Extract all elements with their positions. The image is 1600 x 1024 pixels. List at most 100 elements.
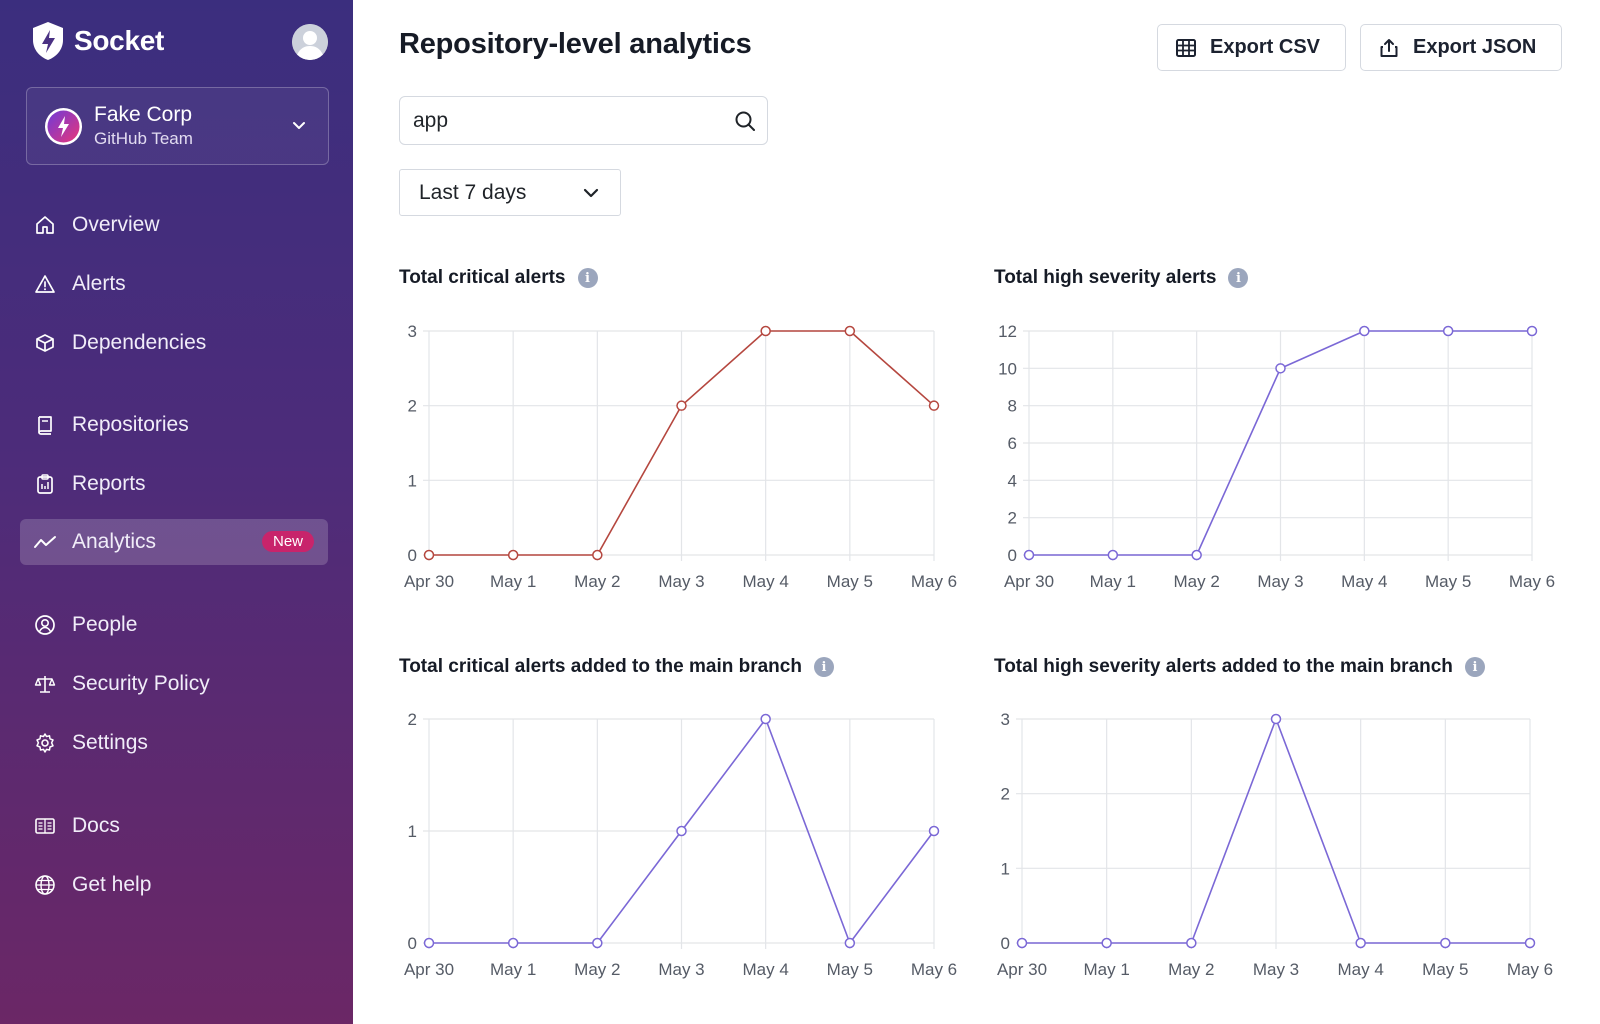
person-icon bbox=[32, 612, 58, 638]
sidebar-item-people[interactable]: People bbox=[20, 602, 328, 648]
total-high-severity-alerts-chart: 0 2 4 6 8 10 12 Apr 30 May 1 May 2 May 3 May 4 May 5… bbox=[998, 322, 1555, 591]
sidebar-item-reports[interactable]: Reports bbox=[20, 461, 328, 507]
export-json-button[interactable]: Export JSON bbox=[1360, 24, 1562, 71]
sidebar-item-settings[interactable]: Settings bbox=[20, 720, 328, 766]
y-tick-label: 1 bbox=[408, 822, 417, 841]
export-csv-button[interactable]: Export CSV bbox=[1157, 24, 1346, 71]
x-tick-label: May 2 bbox=[574, 572, 620, 591]
repository-search-input[interactable] bbox=[413, 109, 713, 133]
chart-title-text: Total high severity alerts added to the … bbox=[994, 656, 1453, 677]
data-point bbox=[1016, 937, 1028, 949]
data-point bbox=[1442, 325, 1454, 337]
org-logo-icon bbox=[47, 110, 80, 142]
info-icon[interactable]: i bbox=[577, 268, 598, 288]
sidebar-item-alerts[interactable]: Alerts bbox=[20, 261, 328, 307]
x-tick-label: Apr 30 bbox=[404, 960, 454, 979]
data-point bbox=[592, 937, 603, 949]
chart-title-text: Total critical alerts bbox=[399, 267, 566, 288]
x-tick-label: May 2 bbox=[1168, 960, 1214, 979]
x-tick-label: May 2 bbox=[574, 960, 620, 979]
book-icon bbox=[32, 813, 58, 839]
total-critical-alerts-chart: 0 1 2 3 Apr 30 May 1 May 2 May 3 May 4 May 5 May 6 bbox=[404, 322, 957, 591]
sidebar-item-label: People bbox=[72, 613, 138, 636]
y-tick-label: 2 bbox=[1001, 785, 1010, 804]
sidebar-item-label: Analytics bbox=[72, 530, 157, 553]
info-icon[interactable]: i bbox=[813, 657, 834, 677]
chart-title: Total critical alerts i bbox=[399, 267, 598, 289]
sidebar-item-security-policy[interactable]: Security Policy bbox=[20, 661, 328, 707]
sidebar-item-overview[interactable]: Overview bbox=[20, 202, 328, 248]
x-tick-label: May 2 bbox=[1174, 572, 1220, 591]
warning-icon bbox=[32, 271, 58, 297]
chart-title: Total high severity alerts added to the … bbox=[994, 656, 1485, 678]
sidebar-item-label: Security Policy bbox=[72, 672, 210, 695]
sidebar-item-repositories[interactable]: Repositories bbox=[20, 402, 328, 448]
data-point bbox=[928, 400, 940, 411]
sidebar-item-analytics[interactable]: Analytics New bbox=[20, 519, 328, 565]
date-range-select[interactable]: Last 7 days bbox=[399, 169, 621, 216]
data-point bbox=[1355, 937, 1366, 949]
date-range-value: Last 7 days bbox=[419, 180, 527, 204]
sidebar-item-get-help[interactable]: Get help bbox=[20, 862, 328, 908]
data-point bbox=[1191, 549, 1202, 561]
y-tick-label: 1 bbox=[408, 471, 417, 490]
sidebar-item-label: Docs bbox=[72, 814, 120, 837]
y-tick-label: 0 bbox=[408, 934, 417, 953]
x-tick-label: May 3 bbox=[658, 572, 704, 591]
x-tick-label: May 3 bbox=[1257, 572, 1303, 591]
export-json-label: Export JSON bbox=[1413, 36, 1537, 58]
data-point bbox=[507, 937, 519, 949]
critical-alerts-main-branch-chart: 0 1 2 Apr 30 May 1 May 2 May 3 May 4 May 5 May 6 bbox=[404, 710, 957, 979]
sidebar-item-dependencies[interactable]: Dependencies bbox=[20, 320, 328, 366]
data-point bbox=[1526, 325, 1538, 337]
y-tick-label: 6 bbox=[1008, 434, 1017, 453]
data-point bbox=[676, 825, 687, 837]
data-point bbox=[760, 325, 771, 337]
data-point bbox=[928, 825, 940, 837]
x-tick-label: May 5 bbox=[827, 572, 873, 591]
data-point bbox=[1524, 937, 1536, 949]
sidebar-item-label: Overview bbox=[72, 213, 160, 236]
x-tick-label: May 1 bbox=[490, 572, 536, 591]
user-avatar-button[interactable] bbox=[292, 24, 328, 60]
globe-icon bbox=[32, 872, 58, 898]
y-tick-label: 10 bbox=[998, 359, 1017, 378]
export-csv-label: Export CSV bbox=[1210, 36, 1321, 58]
chart-title-text: Total critical alerts added to the main … bbox=[399, 656, 802, 677]
y-tick-label: 0 bbox=[1008, 546, 1017, 565]
search-icon[interactable] bbox=[733, 109, 757, 133]
x-tick-label: May 5 bbox=[827, 960, 873, 979]
info-icon[interactable]: i bbox=[1228, 268, 1249, 288]
sidebar: Socket Fake Corp GitHub Team bbox=[0, 0, 353, 1024]
socket-shield-icon bbox=[33, 22, 63, 60]
x-tick-label: Apr 30 bbox=[997, 960, 1047, 979]
x-tick-label: May 5 bbox=[1425, 572, 1471, 591]
data-point bbox=[1186, 937, 1197, 949]
sidebar-item-docs[interactable]: Docs bbox=[20, 803, 328, 849]
info-icon[interactable]: i bbox=[1464, 657, 1485, 677]
clipboard-icon bbox=[32, 471, 58, 497]
data-point bbox=[1275, 363, 1286, 374]
x-tick-label: May 6 bbox=[1507, 960, 1553, 979]
brand-name: Socket bbox=[74, 25, 165, 56]
org-switcher[interactable]: Fake Corp GitHub Team bbox=[26, 87, 329, 165]
chevron-down-icon bbox=[293, 122, 305, 129]
user-avatar-icon bbox=[292, 24, 328, 60]
page-title: Repository-level analytics bbox=[399, 28, 752, 60]
x-tick-label: May 6 bbox=[911, 572, 957, 591]
gear-icon bbox=[32, 730, 58, 756]
home-icon bbox=[32, 212, 58, 238]
new-badge: New bbox=[261, 531, 314, 552]
chart-title-text: Total high severity alerts bbox=[994, 267, 1217, 288]
x-tick-label: May 4 bbox=[743, 572, 789, 591]
data-point bbox=[1359, 325, 1370, 337]
repo-icon bbox=[32, 412, 58, 438]
sidebar-item-label: Get help bbox=[72, 873, 152, 896]
chart-title: Total high severity alerts i bbox=[994, 267, 1249, 289]
y-tick-label: 12 bbox=[998, 322, 1017, 341]
sidebar-item-label: Settings bbox=[72, 731, 148, 754]
y-tick-label: 0 bbox=[1001, 934, 1010, 953]
brand-logo-link[interactable]: Socket bbox=[30, 20, 164, 62]
data-point bbox=[760, 713, 771, 725]
share-export-icon bbox=[1380, 38, 1398, 57]
